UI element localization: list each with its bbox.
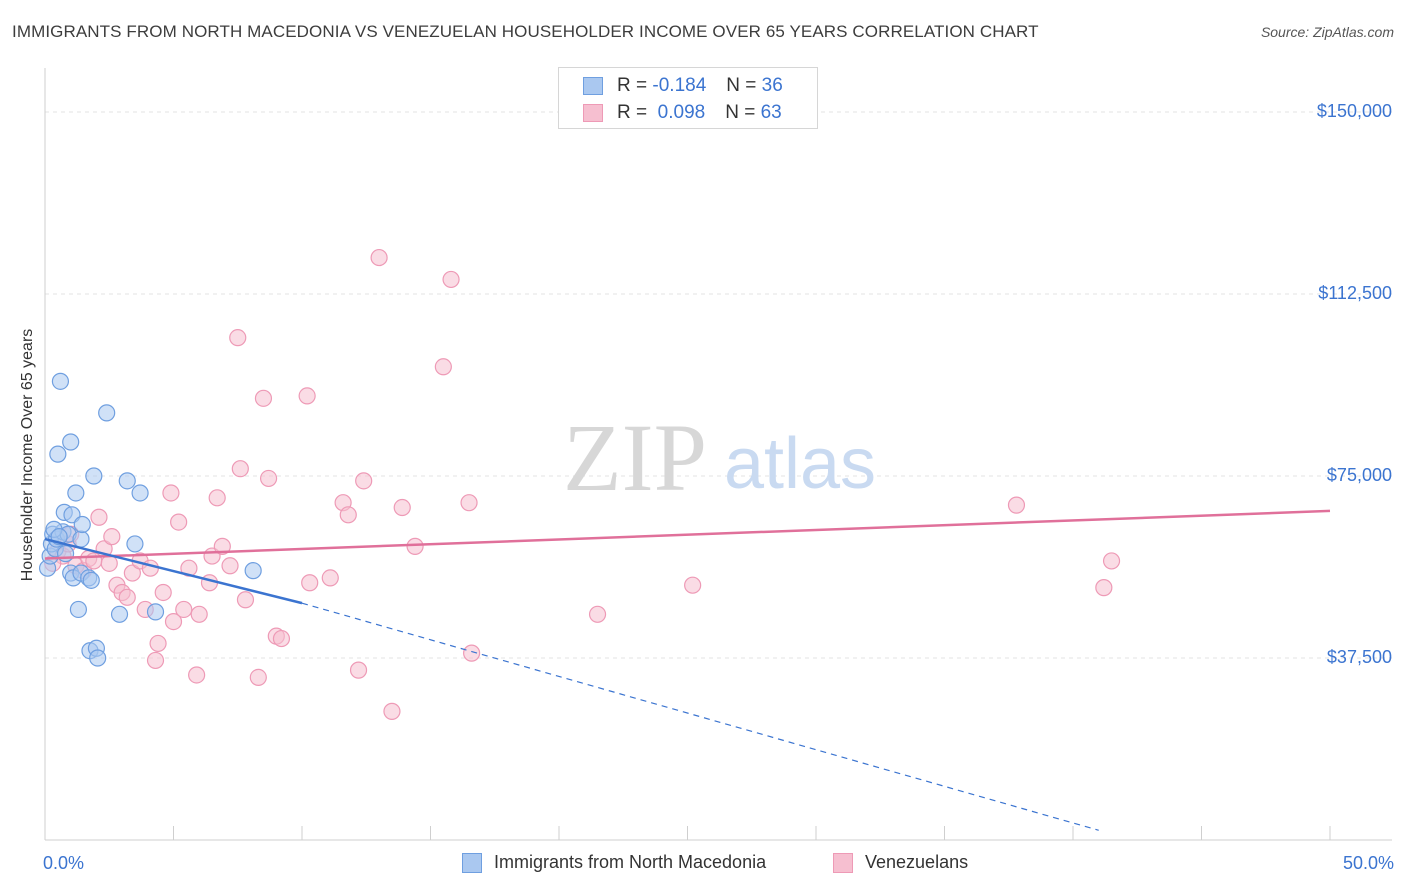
scatter-point: [162, 484, 180, 502]
legend-row-venezuelans: R = 0.098 N = 63: [583, 101, 782, 125]
scatter-point: [69, 600, 88, 619]
correlation-legend: R = -0.184 N = 36 R = 0.098 N = 63: [558, 67, 818, 129]
scatter-point: [89, 649, 107, 667]
legend-r-label: R =: [617, 75, 648, 96]
scatter-point: [221, 557, 239, 575]
scatter-point: [67, 484, 85, 502]
trend-lines: [44, 509, 1331, 831]
scatter-point: [442, 270, 460, 289]
legend-swatch-blue: [583, 77, 603, 95]
scatter-point: [85, 467, 103, 485]
scatter-point: [393, 498, 411, 517]
legend-n-value: 63: [760, 102, 782, 123]
scatter-point: [141, 559, 159, 577]
trendline-north-macedonia: [44, 537, 303, 605]
scatter-point: [170, 513, 188, 531]
scatter-point: [249, 668, 267, 687]
y-tick-label: $112,500: [1318, 282, 1392, 303]
legend-n-label: N =: [726, 75, 757, 96]
axis-layer: [44, 68, 1392, 841]
scatter-point: [73, 515, 91, 534]
scatter-point: [236, 591, 255, 609]
legend-item-venezuelans[interactable]: Venezuelans: [833, 852, 968, 873]
scatter-point: [231, 460, 249, 478]
legend-label: Venezuelans: [865, 852, 969, 872]
scatter-point: [62, 433, 80, 451]
scatter-point: [126, 535, 144, 553]
y-tick-label: $75,000: [1326, 464, 1392, 485]
scatter-point: [154, 583, 172, 602]
legend-row-north-macedonia: R = -0.184 N = 36: [583, 74, 783, 98]
scatter-point: [82, 571, 100, 589]
scatter-point: [254, 389, 273, 407]
scatter-point: [272, 629, 291, 648]
legend-r-value: -0.184: [652, 75, 707, 96]
chart-title: IMMIGRANTS FROM NORTH MACEDONIA VS VENEZ…: [12, 22, 1039, 41]
scatter-point: [383, 702, 401, 720]
legend-n-value: 36: [761, 75, 783, 96]
scatter-point: [370, 248, 388, 267]
watermark-atlas: atlas: [724, 424, 876, 504]
scatter-point: [298, 387, 316, 405]
scatter-point: [229, 329, 247, 347]
legend-swatch-pink: [583, 104, 603, 122]
scatter-point: [123, 564, 141, 582]
series-legend: Immigrants from North Macedonia Venezuel…: [0, 852, 1406, 876]
legend-item-north-macedonia[interactable]: Immigrants from North Macedonia: [462, 852, 766, 873]
legend-r-label: R =: [617, 102, 648, 123]
scatter-point: [1102, 552, 1121, 570]
scatter-point: [208, 489, 226, 507]
legend-n-label: N =: [725, 102, 756, 123]
scatter-point: [118, 588, 136, 606]
scatter-point: [684, 576, 702, 594]
trendline-venezuelans: [44, 509, 1331, 560]
scatter-point: [131, 484, 149, 502]
x-tick-label: 0.0%: [43, 853, 85, 873]
legend-swatch-blue: [462, 852, 482, 873]
scatter-point: [434, 358, 452, 376]
scatter-point: [51, 372, 70, 390]
scatter-point: [56, 545, 75, 563]
scatter-point: [103, 528, 121, 546]
scatter-point: [164, 612, 183, 631]
scatter-point: [188, 666, 206, 684]
scatter-point: [301, 574, 319, 592]
y-tick-label: $150,000: [1316, 100, 1392, 121]
scatter-point: [463, 644, 481, 662]
scatter-point: [90, 508, 108, 526]
scatter-point: [588, 605, 607, 623]
series-north-macedonia: [38, 372, 262, 667]
scatter-point: [146, 651, 165, 670]
scatter-point: [190, 605, 208, 623]
scatter-point: [213, 537, 231, 555]
trendline-north-macedonia-extrapolated: [301, 602, 1099, 831]
scatter-point: [149, 634, 167, 653]
scatter-point: [110, 605, 129, 623]
scatter-point: [118, 472, 136, 490]
scatter-point: [244, 562, 262, 580]
scatter-point: [349, 661, 368, 679]
scatter-point: [1007, 496, 1026, 514]
scatter-point: [406, 537, 424, 555]
scatter-point: [1095, 579, 1113, 597]
source-credit: Source: ZipAtlas.com: [1260, 24, 1394, 40]
scatter-point: [259, 469, 278, 488]
scatter-point: [321, 569, 339, 587]
scatter-point: [339, 506, 357, 524]
watermark-zip: ZIP: [563, 404, 707, 511]
scatter-point: [49, 445, 67, 463]
scatter-point: [355, 472, 373, 490]
scatter-point: [98, 404, 116, 422]
scatter-point: [460, 494, 478, 512]
y-tick-label: $37,500: [1326, 646, 1392, 667]
legend-swatch-pink: [833, 852, 853, 873]
scatter-point: [146, 603, 165, 621]
legend-r-value: 0.098: [657, 102, 706, 123]
x-tick-label: 50.0%: [1342, 853, 1394, 873]
scatter-point: [72, 530, 90, 548]
legend-label: Immigrants from North Macedonia: [494, 852, 767, 872]
scatter-point: [175, 600, 193, 619]
